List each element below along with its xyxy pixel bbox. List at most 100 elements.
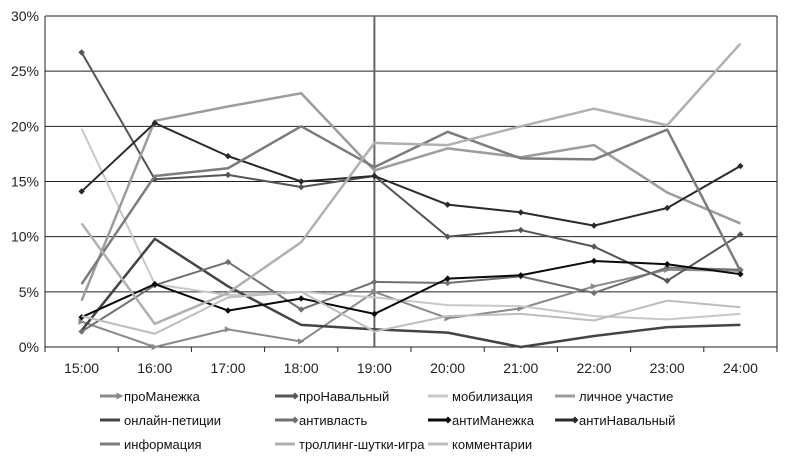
data-point xyxy=(590,257,598,265)
data-point xyxy=(298,338,305,345)
data-point xyxy=(371,288,378,296)
data-point xyxy=(444,201,451,208)
x-tick-label: 19:00 xyxy=(357,360,392,376)
x-tick-label: 18:00 xyxy=(284,360,319,376)
y-tick-label: 15% xyxy=(11,174,39,190)
legend-item: антиНавальный xyxy=(555,413,675,428)
legend-item: комментарии xyxy=(428,437,532,452)
series-антиНавальный xyxy=(78,119,744,229)
legend-label: проМанежка xyxy=(124,389,201,404)
legend-item: антивласть xyxy=(275,413,368,428)
legend-item: троллинг-шутки-игра xyxy=(275,437,425,452)
series-line xyxy=(80,91,741,302)
data-point xyxy=(517,209,524,216)
x-tick-label: 20:00 xyxy=(430,360,465,376)
legend-item: онлайн-петиции xyxy=(100,413,221,428)
data-point xyxy=(291,392,299,400)
gridlines xyxy=(45,15,777,348)
x-axis-ticks: 15:00 16:00 17:00 18:00 19:00 20:00 21:00 22:00… xyxy=(44,347,778,376)
legend-label: комментарии xyxy=(452,437,532,452)
legend-label: онлайн-петиции xyxy=(124,413,221,428)
data-point xyxy=(224,152,232,160)
data-point xyxy=(664,204,671,212)
x-tick-label: 22:00 xyxy=(576,360,611,376)
series-line xyxy=(81,259,741,319)
legend-label: антивласть xyxy=(299,413,368,428)
data-point xyxy=(664,264,671,271)
data-point xyxy=(590,283,598,290)
x-tick-label: 15:00 xyxy=(64,360,99,376)
legend-label: мобилизация xyxy=(452,389,533,404)
data-point xyxy=(371,172,378,180)
data-point xyxy=(116,392,124,400)
x-tick-label: 21:00 xyxy=(503,360,538,376)
data-point xyxy=(737,270,744,278)
data-point xyxy=(224,171,232,179)
data-point xyxy=(371,310,378,318)
legend-label: троллинг-шутки-игра xyxy=(299,437,425,452)
data-point xyxy=(371,278,378,286)
data-point xyxy=(78,318,85,325)
data-point xyxy=(517,272,524,279)
legend-item: мобилизация xyxy=(428,389,533,404)
legend-label: антиНавальный xyxy=(579,413,675,428)
series-троллинг-шутки-игра xyxy=(80,42,742,326)
legend-item: проНавальный xyxy=(275,389,389,404)
data-point xyxy=(224,258,232,266)
data-point xyxy=(444,275,451,282)
data-point xyxy=(78,49,85,56)
series-line xyxy=(81,290,741,335)
data-point xyxy=(590,289,598,297)
data-point xyxy=(78,328,85,335)
series-мобилизация xyxy=(80,128,741,321)
series-комментарии xyxy=(81,290,741,335)
series-line xyxy=(81,261,741,333)
series-онлайн-петиции xyxy=(80,237,741,349)
legend: проМанежка проНавальный мобилизация личное … xyxy=(100,389,675,452)
data-point xyxy=(224,326,232,333)
series-line xyxy=(80,51,741,282)
x-tick-label: 24:00 xyxy=(723,360,758,376)
data-point xyxy=(291,416,299,424)
series-layer xyxy=(78,42,744,351)
legend-item: проМанежка xyxy=(100,389,201,404)
y-tick-label: 20% xyxy=(11,118,39,134)
data-point xyxy=(444,416,452,424)
data-point xyxy=(298,306,305,313)
series-информация xyxy=(80,125,742,285)
series-line xyxy=(80,42,742,326)
data-point xyxy=(664,261,671,268)
data-point xyxy=(224,307,232,314)
data-point xyxy=(151,119,158,127)
legend-label: проНавальный xyxy=(299,389,389,404)
data-point xyxy=(298,183,305,191)
data-point xyxy=(444,233,451,240)
data-point xyxy=(78,188,85,195)
legend-item: антиМанежка xyxy=(428,413,535,428)
series-line xyxy=(80,237,741,349)
legend-label: антиМанежка xyxy=(452,413,535,428)
series-line xyxy=(81,268,741,348)
data-point xyxy=(590,243,598,250)
legend-label: информация xyxy=(124,437,202,452)
data-point xyxy=(737,162,744,170)
data-point xyxy=(737,231,744,238)
legend-item: информация xyxy=(100,437,202,452)
data-point xyxy=(151,280,158,288)
legend-label: личное участие xyxy=(579,389,673,404)
series-личное участие xyxy=(80,91,741,302)
data-point xyxy=(298,178,305,185)
data-point xyxy=(298,295,305,302)
x-tick-label: 16:00 xyxy=(137,360,172,376)
data-point xyxy=(151,343,158,351)
series-line xyxy=(80,128,741,321)
x-tick-label: 17:00 xyxy=(210,360,245,376)
legend-item: личное участие xyxy=(555,389,673,404)
plot-frame xyxy=(44,16,778,347)
x-tick-label: 23:00 xyxy=(650,360,685,376)
y-tick-label: 5% xyxy=(19,284,39,300)
y-axis-ticks: 0% 5% 10% 15% 20% 25% 30% xyxy=(11,8,39,355)
data-point xyxy=(517,226,524,234)
data-point xyxy=(590,222,598,229)
